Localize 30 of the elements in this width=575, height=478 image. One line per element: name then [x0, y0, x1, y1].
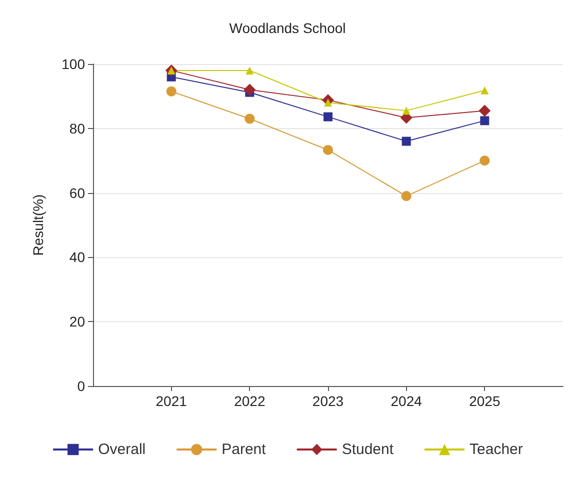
point	[478, 104, 491, 117]
legend-label: Parent	[222, 441, 267, 458]
x-tick-label: 2021	[156, 393, 188, 409]
point	[402, 136, 411, 146]
chart-title: Woodlands School	[229, 20, 346, 36]
y-tick-label: 60	[69, 184, 86, 201]
point	[401, 191, 412, 202]
x-tick-label: 2024	[390, 393, 422, 409]
x-tick-label: 2023	[312, 393, 344, 409]
point	[480, 86, 489, 94]
x-tick-label: 2025	[469, 393, 500, 409]
point	[402, 106, 410, 115]
point	[480, 116, 490, 126]
y-axis-title: Result(%)	[30, 194, 46, 256]
point	[246, 66, 254, 74]
y-tick-label: 100	[62, 56, 86, 72]
legend-label: Overall	[98, 441, 146, 458]
y-tick-label: 40	[69, 249, 86, 266]
y-tick-label: 0	[77, 378, 86, 394]
point	[244, 84, 256, 96]
point	[166, 86, 176, 96]
point	[244, 114, 255, 124]
x-tick-label: 2022	[234, 393, 266, 409]
legend-label: Student	[342, 441, 394, 458]
point	[323, 144, 333, 155]
point	[324, 112, 332, 122]
y-tick-label: 80	[69, 120, 86, 136]
y-tick-label: 20	[69, 314, 86, 330]
point	[480, 156, 490, 166]
legend-label: Teacher	[470, 441, 523, 458]
